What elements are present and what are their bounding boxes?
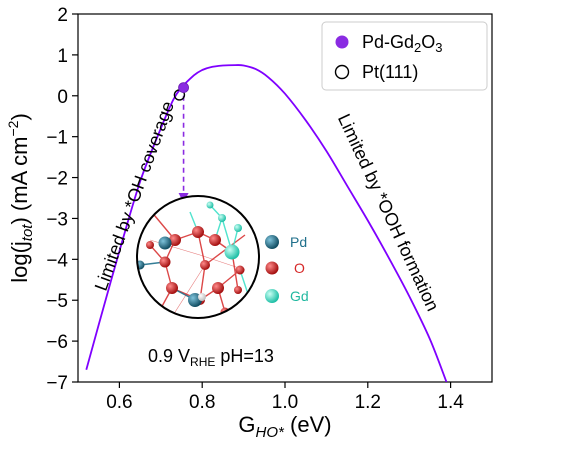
y-axis-label-sub: tot <box>19 224 36 242</box>
inset-legend-pd-marker <box>265 235 279 249</box>
legend-label-pd-gd2o3: Pd-Gd2O3 <box>362 32 443 55</box>
inset-legend-pd-label: Pd <box>290 234 307 250</box>
y-tick-label: −5 <box>46 291 68 312</box>
inset-legend-gd-marker <box>265 289 279 303</box>
y-tick-label: −1 <box>46 128 68 149</box>
legend-marker-pd-gd2o3 <box>335 35 349 49</box>
x-axis-label-sub: HO* <box>256 424 286 441</box>
condition-label: 0.9 VRHE pH=13 <box>148 346 274 369</box>
condition-end: pH=13 <box>215 346 274 366</box>
x-tick-label: 1.0 <box>272 392 298 413</box>
data-point-pd-gd2o3 <box>178 82 189 93</box>
x-tick-label: 0.8 <box>189 392 215 413</box>
annotation-right: Limited by *OOH formation <box>334 111 443 314</box>
y-tick-label: −7 <box>46 373 68 394</box>
x-axis-label: GHO* (eV) <box>238 412 331 441</box>
x-tick-label: 0.6 <box>106 392 132 413</box>
y-axis-label-sup: −2 <box>5 120 21 136</box>
inset-legend-o-label: O <box>294 260 305 276</box>
y-axis-label-main: log(j <box>7 241 32 283</box>
inset-legend-o-marker <box>265 261 279 275</box>
inset-legend-gd-label: Gd <box>290 288 309 304</box>
y-tick-label: −4 <box>46 250 68 271</box>
condition-sub: RHE <box>190 355 215 369</box>
y-axis-label-unit: ) (mA cm <box>7 137 32 225</box>
x-axis-label-unit: (eV) <box>290 412 332 437</box>
inset-structure <box>136 195 260 319</box>
x-axis-ticks: 0.6 0.8 1.0 1.2 1.4 <box>106 382 464 413</box>
y-tick-label: −2 <box>46 169 68 190</box>
y-tick-label: −6 <box>46 332 68 353</box>
x-axis-label-main: G <box>238 412 255 437</box>
x-tick-label: 1.4 <box>437 392 464 413</box>
legend: Pd-Gd2O3 Pt(111) <box>321 21 488 91</box>
y-tick-label: 0 <box>57 87 68 108</box>
y-axis-label-end: ) <box>7 113 32 120</box>
y-axis-label: log(jtot) (mA cm−2) <box>5 113 36 283</box>
y-tick-label: −3 <box>46 209 68 230</box>
x-tick-label: 1.2 <box>355 392 381 413</box>
y-tick-label: 1 <box>57 46 68 67</box>
legend-box <box>321 21 488 91</box>
y-axis-ticks: 2 1 0 −1 −2 −3 −4 −5 −6 −7 <box>46 5 78 394</box>
series-line <box>85 64 448 382</box>
condition-main: 0.9 V <box>148 346 190 366</box>
legend-label-pt111: Pt(111) <box>362 62 418 82</box>
inset-legend: Pd O Gd <box>265 234 309 304</box>
legend-marker-pt111 <box>334 64 350 80</box>
y-tick-label: 2 <box>57 5 68 26</box>
